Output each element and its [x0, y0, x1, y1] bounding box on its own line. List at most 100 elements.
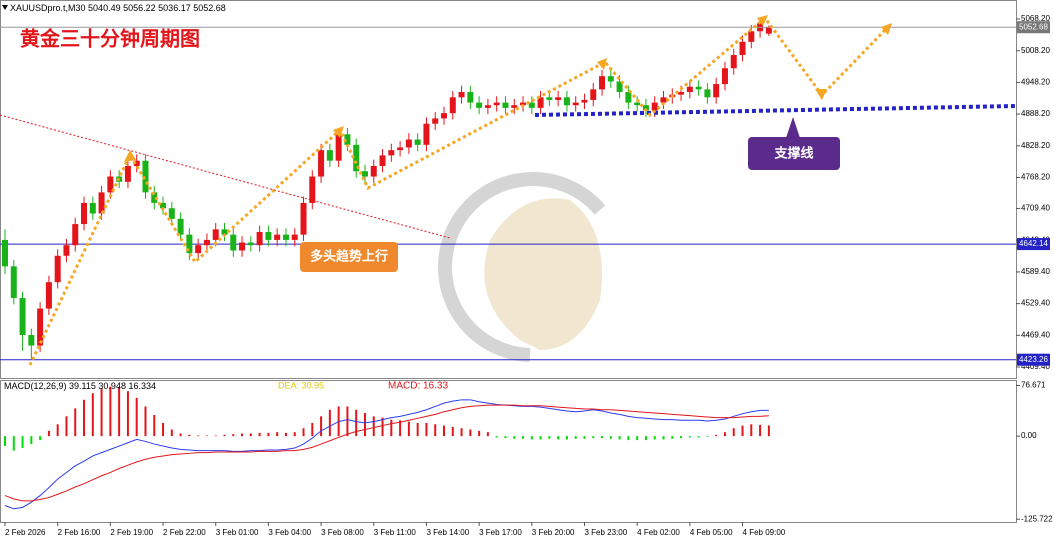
candle-body: [195, 245, 202, 254]
candle-body: [326, 150, 333, 161]
candle-body: [730, 55, 737, 69]
candle-body: [107, 176, 114, 193]
candle-body: [748, 31, 755, 42]
candle-body: [335, 134, 342, 161]
candle-body: [212, 229, 219, 240]
x-tick-label: 3 Feb 08:00: [321, 528, 364, 537]
candle-body: [256, 231, 263, 246]
candle-body: [309, 176, 316, 203]
x-tick-label: 3 Feb 04:00: [268, 528, 311, 537]
candle-body: [265, 231, 272, 240]
candle-body: [607, 76, 614, 82]
candle-body: [160, 202, 167, 209]
y-tick-label: 4709.40: [1021, 204, 1050, 213]
candle-body: [239, 242, 246, 251]
candle-body: [203, 239, 210, 246]
candle-body: [81, 202, 88, 225]
candle-body: [300, 202, 307, 235]
candle-body: [678, 92, 685, 95]
x-tick-label: 3 Feb 17:00: [479, 528, 522, 537]
candle-body: [458, 92, 465, 98]
candle-body: [528, 102, 535, 108]
candle-body: [274, 234, 281, 240]
candle-body: [124, 165, 131, 182]
y-tick-label: 4469.40: [1021, 330, 1050, 339]
y-tick-label: 0.00: [1021, 431, 1037, 440]
level-label: 4642.14: [1019, 239, 1048, 248]
candle-body: [45, 282, 52, 309]
x-tick-label: 2 Feb 16:00: [58, 528, 101, 537]
annotation: 多头趋势上行: [310, 248, 388, 263]
x-tick-label: 2 Feb 22:00: [163, 528, 206, 537]
candle-body: [291, 234, 298, 240]
candle-body: [502, 102, 509, 108]
candle-body: [686, 86, 693, 93]
candle-body: [625, 92, 632, 103]
candle-body: [282, 234, 289, 240]
candle-body: [581, 99, 588, 103]
candle-body: [379, 155, 386, 166]
candle-body: [72, 224, 79, 246]
y-tick-label: 4589.40: [1021, 267, 1050, 276]
candle-body: [555, 97, 562, 100]
candle-body: [54, 255, 61, 283]
candle-body: [590, 89, 597, 100]
candle-body: [634, 102, 641, 106]
callout-pointer: [786, 117, 800, 138]
candle-body: [89, 202, 96, 214]
menu-arrow: [2, 5, 8, 10]
y-tick-label: 4948.20: [1021, 78, 1050, 87]
candle-body: [318, 150, 325, 177]
arrow-heads: [124, 15, 892, 162]
candle-body: [765, 27, 772, 34]
x-tick-label: 3 Feb 20:00: [532, 528, 575, 537]
annotation: 支撑线: [773, 145, 813, 160]
candle-body: [599, 76, 606, 90]
main-frame: [0, 0, 1017, 379]
candle-body: [651, 102, 658, 111]
x-tick-label: 3 Feb 14:00: [426, 528, 469, 537]
candle-body: [432, 118, 439, 124]
candle-body: [151, 192, 158, 203]
candle-body: [177, 218, 184, 235]
macd-dif-line: [4, 399, 769, 510]
x-tick-label: 3 Feb 23:00: [584, 528, 627, 537]
candle-body: [423, 123, 430, 145]
candle-body: [361, 171, 368, 177]
candle-body: [476, 102, 483, 108]
x-tick-label: 2 Feb 19:00: [110, 528, 153, 537]
candle-body: [493, 102, 500, 106]
candle-body: [721, 68, 728, 85]
candle-body: [660, 97, 667, 103]
candle-body: [63, 245, 70, 256]
candle-body: [642, 105, 649, 111]
candle-body: [230, 234, 237, 251]
candle-body: [484, 105, 491, 108]
y-tick-label: 4888.20: [1021, 109, 1050, 118]
level-label: 4423.26: [1019, 355, 1048, 364]
candle-body: [133, 160, 140, 166]
candle-body: [616, 81, 623, 93]
candle-body: [247, 242, 254, 246]
annotation-box: [300, 242, 398, 272]
candle-body: [537, 97, 544, 108]
candle-body: [572, 102, 579, 106]
price-label-box: [1017, 21, 1050, 34]
x-tick-label: 4 Feb 09:00: [743, 528, 786, 537]
candle-body: [414, 139, 421, 145]
price-label: 5052.68: [1019, 22, 1048, 31]
candle-body: [546, 97, 553, 100]
candle-body: [142, 160, 149, 193]
candle-body: [441, 113, 447, 119]
candle-body: [449, 97, 456, 114]
candle-body: [221, 229, 228, 235]
x-tick-label: 2 Feb 2026: [5, 528, 46, 537]
candle-body: [10, 266, 17, 299]
macd-frame: [0, 380, 1017, 523]
candle-body: [695, 86, 702, 90]
candle-body: [397, 147, 404, 151]
y-tick-label: -125.722: [1021, 514, 1053, 523]
y-tick-label: 4828.20: [1021, 141, 1050, 150]
trend-line: [0, 114, 451, 239]
